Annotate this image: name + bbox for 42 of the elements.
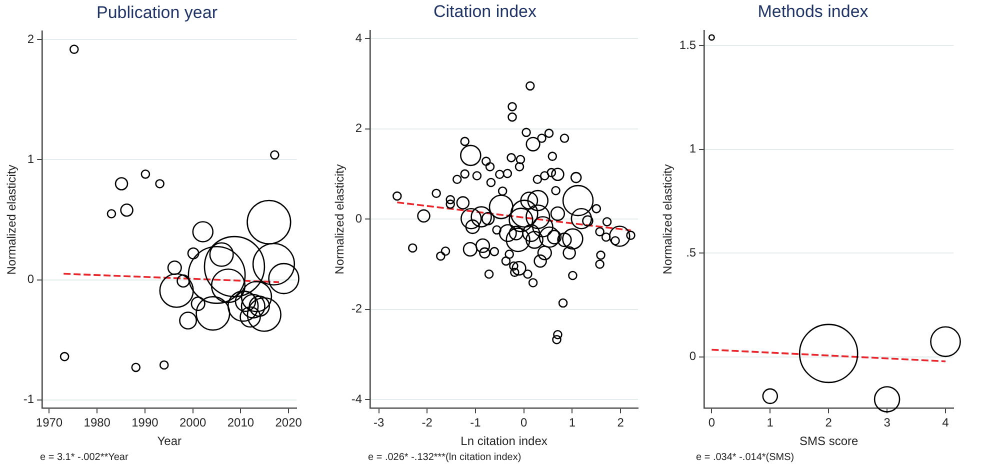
x-axis-title: Year: [157, 434, 182, 448]
y-tick-label: 0: [689, 349, 696, 364]
x-tick-label: -1: [470, 416, 482, 430]
x-tick-label: -2: [422, 416, 433, 430]
y-tick-label: 1: [689, 142, 696, 156]
y-tick-label: 2: [27, 32, 34, 46]
y-tick-label: 1: [27, 152, 34, 166]
y-axis-title: Normalized elasticity: [660, 164, 675, 274]
x-tick-label: 2: [617, 416, 624, 430]
x-tick-label: 3: [884, 416, 891, 430]
y-tick-label: -4: [351, 392, 362, 406]
x-tick-label: 1: [568, 416, 576, 430]
x-tick-label: 2000: [179, 416, 207, 430]
y-tick-label: 0: [355, 211, 362, 226]
text: e = 3.1* -.002**Year: [40, 452, 128, 463]
x-tick-label: 1970: [36, 416, 63, 430]
y-axis-title: Normalized elasticity: [332, 164, 347, 274]
text: e = .034* -.014*(SMS): [696, 452, 794, 463]
y-axis-title: Normalized elasticity: [4, 164, 19, 275]
x-tick-label: 4: [942, 416, 950, 430]
y-tick-label: 0: [27, 272, 34, 286]
y-tick-label: -1: [23, 392, 34, 406]
text: e = .026* -.132***(ln citation index): [368, 452, 522, 463]
x-tick-label: -3: [373, 416, 384, 430]
y-tick-label: 4: [355, 30, 362, 45]
y-tick-label: .5: [686, 245, 696, 260]
y-tick-label: 1.5: [679, 38, 696, 52]
x-tick-label: 2020: [275, 416, 302, 430]
x-tick-label: 0: [708, 416, 716, 430]
chart-title: Publication year: [96, 2, 218, 22]
x-tick-label: 0: [520, 416, 528, 430]
x-tick-label: 2: [825, 416, 832, 430]
y-tick-label: -2: [351, 302, 362, 316]
x-axis-title: Ln citation index: [460, 434, 548, 448]
x-tick-label: 1990: [132, 416, 159, 430]
y-tick-label: 2: [355, 121, 362, 136]
x-tick-label: 1980: [84, 416, 111, 430]
chart-title: Citation index: [433, 2, 537, 21]
x-tick-label: 2010: [227, 416, 254, 430]
chart-title: Methods index: [758, 2, 869, 21]
x-axis-title: SMS score: [800, 434, 859, 448]
x-tick-label: 1: [766, 416, 774, 430]
